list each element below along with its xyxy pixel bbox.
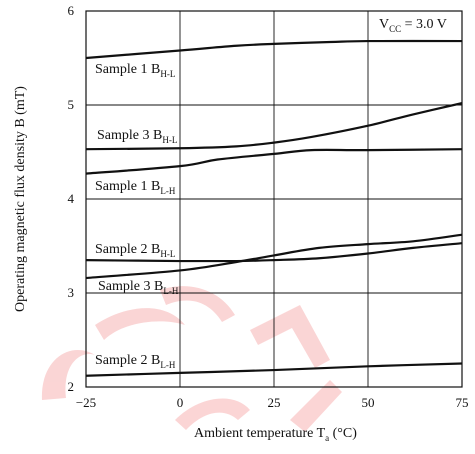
vcc-annotation: VCC = 3.0 V	[379, 17, 447, 34]
y-axis-title: Operating magnetic flux density B (mT)	[13, 86, 28, 312]
series-line-3	[85, 148, 463, 175]
series-label-1: Sample 1 BH-L	[95, 62, 175, 79]
y-tick-label: 5	[68, 97, 75, 112]
y-tick-label: 3	[68, 285, 75, 300]
series-line-4	[85, 242, 463, 263]
y-tick-label: 4	[68, 191, 75, 206]
x-tick-label: −25	[76, 395, 96, 410]
x-tick-label: 50	[362, 395, 375, 410]
series-label-2: Sample 3 BH-L	[97, 128, 177, 145]
y-tick-label: 2	[68, 379, 75, 394]
x-tick-label: 0	[177, 395, 184, 410]
plot-frame	[85, 10, 463, 388]
watermark	[41, 286, 342, 432]
series-line-6	[85, 362, 463, 377]
series-line-5	[85, 233, 463, 280]
series-label-4: Sample 2 BH-L	[95, 242, 175, 259]
x-tick-label: 75	[456, 395, 469, 410]
series-label-6: Sample 2 BL-H	[95, 353, 176, 370]
series-label-5: Sample 3 BL-H	[98, 279, 179, 296]
x-axis-title: Ambient temperature Ta (°C)	[194, 426, 357, 443]
series-label-3: Sample 1 BL-H	[95, 179, 176, 196]
series-line-2	[85, 102, 463, 151]
grid	[86, 11, 462, 387]
y-tick-label: 6	[68, 3, 75, 18]
series-line-1	[85, 39, 463, 60]
x-tick-label: 25	[268, 395, 281, 410]
